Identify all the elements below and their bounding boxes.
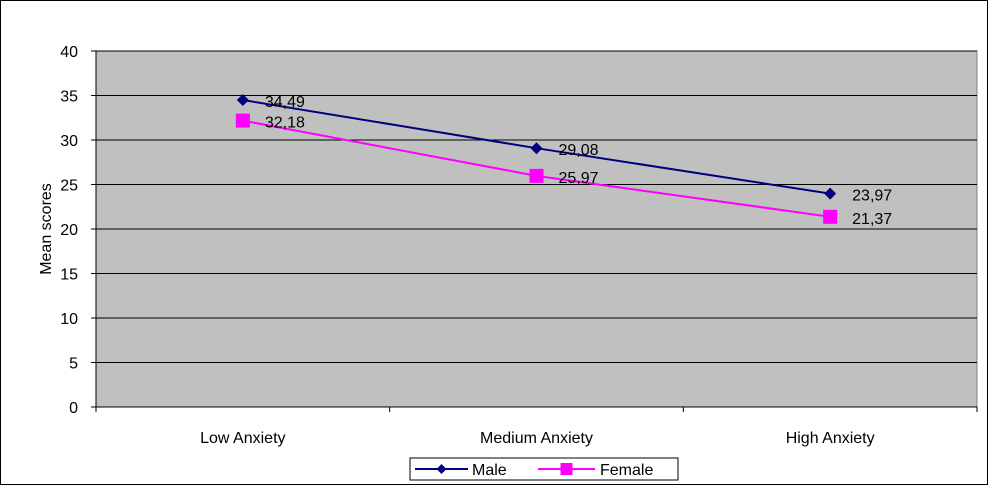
- male-data-point: [824, 187, 837, 200]
- y-tick-label: 5: [69, 356, 78, 373]
- female-data-label: 21,37: [852, 211, 892, 228]
- female-data-point: [529, 168, 544, 183]
- legend-female-marker: [560, 463, 573, 475]
- x-tick-label: Medium Anxiety: [480, 430, 593, 447]
- legend-male-marker: [436, 464, 447, 474]
- y-tick-label: 20: [60, 222, 78, 239]
- y-tick-label: 35: [60, 89, 78, 106]
- legend-male-label: Male: [472, 462, 507, 479]
- y-tick-label: 0: [69, 400, 78, 417]
- female-data-label: 25,97: [559, 170, 599, 187]
- male-data-point: [530, 142, 543, 155]
- legend-female-label: Female: [600, 462, 653, 479]
- y-tick-label: 10: [60, 311, 78, 328]
- y-tick-label: 40: [60, 44, 78, 61]
- y-tick-label: 25: [60, 178, 78, 195]
- male-data-label: 29,08: [559, 142, 599, 159]
- y-tick-label: 30: [60, 133, 78, 150]
- female-data-label: 32,18: [265, 115, 305, 132]
- x-tick-label: High Anxiety: [786, 430, 875, 447]
- female-data-point: [823, 209, 838, 224]
- x-tick-label: Low Anxiety: [200, 430, 285, 447]
- male-data-label: 23,97: [852, 188, 892, 205]
- y-axis-title: Mean scores: [38, 183, 55, 275]
- male-data-point: [236, 94, 249, 107]
- y-tick-label: 15: [60, 267, 78, 284]
- male-data-label: 34,49: [265, 94, 305, 111]
- female-data-point: [235, 113, 250, 128]
